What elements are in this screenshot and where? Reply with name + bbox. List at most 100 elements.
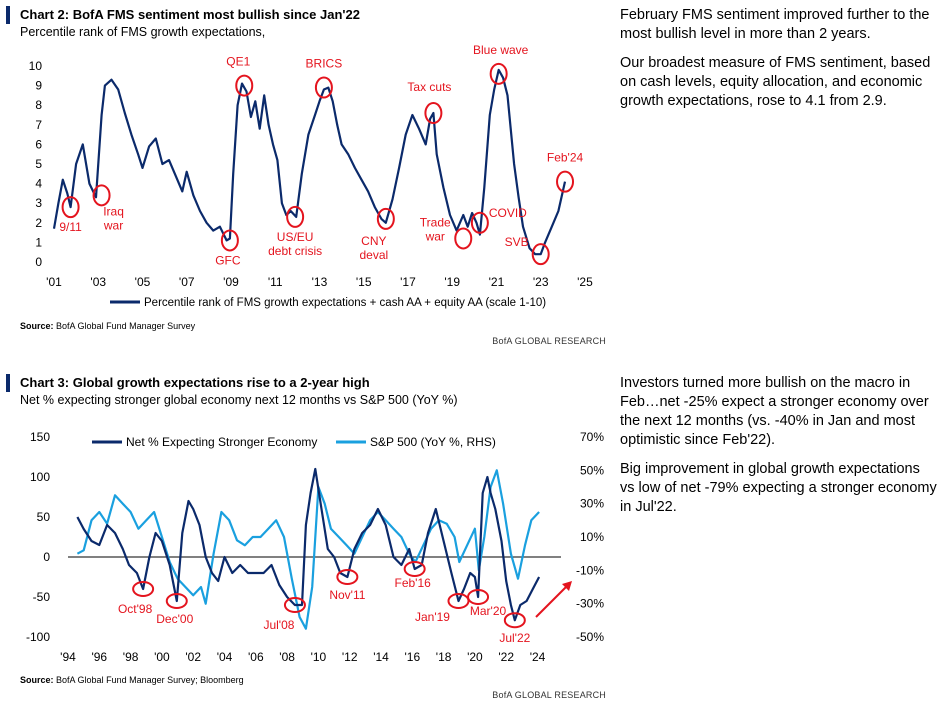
chart3-annotation-jul-08: Jul'08 [263,618,294,632]
chart3-annotation-circle-nov-11 [336,569,359,585]
chart2-x-tick-21: '21 [489,275,505,289]
chart2-y-tick-8: 8 [35,98,42,112]
chart2-x-tick-07: '07 [179,275,195,289]
chart2-series-line [52,68,567,256]
chart2-annotation-circle-iraq-war [92,184,111,207]
chart3-x-tick-04: '04 [217,650,233,664]
chart2-x-tick-15: '15 [356,275,372,289]
chart3-x-tick-20: '20 [467,650,483,664]
chart3-x-tick-06: '06 [248,650,264,664]
chart2-annotation-circle-blue-wave [489,62,508,85]
chart3-annotation-mar-20: Mar'20 [470,604,507,618]
chart3-annotation-circle-jul-22 [503,612,526,629]
chart3-annotation-feb-16: Feb'16 [395,576,432,590]
chart2-title-bar [6,6,10,24]
chart2-legend-label: Percentile rank of FMS growth expectatio… [144,297,546,309]
chart2-annotation-9-11: 9/11 [59,220,82,234]
chart3-annotation-nov-11: Nov'11 [329,588,365,602]
chart2-annotation-cny-deval: CNY deval [359,234,388,262]
chart2-subtitle: Percentile rank of FMS growth expectatio… [20,25,266,39]
chart3-x-tick-16: '16 [404,650,420,664]
chart3-x-tick-94: '94 [60,650,76,664]
chart2-annotation-qe1: QE1 [226,55,250,69]
chart3-commentary: Investors turned more bullish on the mac… [620,374,938,527]
chart2-annotation-circle-cny-deval [376,207,395,230]
chart2-x-tick-05: '05 [135,275,151,289]
chart3-source-text: BofA Global Fund Manager Survey; Bloombe… [56,675,244,685]
chart3-annotation-oct-98: Oct'98 [118,602,153,616]
chart2-panel: Chart 2: BofA FMS sentiment most bullish… [6,4,606,349]
chart2-source: Source: BofA Global Fund Manager Survey [20,321,195,331]
chart3-x-tick-14: '14 [373,650,389,664]
chart2-annotation-circle-9-11 [61,196,80,219]
chart2-y-tick-7: 7 [35,118,42,132]
chart3-legend-label-net: Net % Expecting Stronger Economy [126,435,317,449]
chart3-annotation-circle-feb-16 [403,561,426,577]
chart3-y-tick-100: 100 [30,470,50,484]
chart3-commentary-p1: Investors turned more bullish on the mac… [620,375,929,448]
chart3-annotation-circle-dec-00 [165,593,188,609]
chart2-annotation-feb-24: Feb'24 [547,151,584,165]
chart3-x-tick-02: '02 [185,650,201,664]
chart2-y-tick-3: 3 [35,196,42,210]
chart3-y-tick-150: 150 [30,430,50,444]
chart3-panel: Chart 3: Global growth expectations rise… [6,372,606,712]
chart2-source-text: BofA Global Fund Manager Survey [56,321,196,331]
chart3-trend-arrow-head [562,581,572,591]
chart2-y-tick-5: 5 [35,157,42,171]
chart2-y-tick-9: 9 [35,79,42,93]
chart3-y2-tick-minus10: -10% [576,563,604,577]
chart2-y-tick-1: 1 [35,235,42,249]
chart2-annotation-circle-feb-24 [556,170,575,193]
chart3-annotation-dec-00: Dec'00 [156,612,193,626]
chart3-y-tick-50: 50 [37,510,51,524]
chart2-annotation-circle-tax-cuts [424,102,443,125]
chart2-x-tick-01: '01 [46,275,62,289]
chart3-x-tick-24: '24 [530,650,546,664]
chart2-x-tick-23: '23 [533,275,549,289]
chart3-y2-tick-minus30: -30% [576,597,604,611]
chart2-annotation-circle-trade-war [454,227,473,250]
chart3-x-tick-00: '00 [154,650,170,664]
chart2-brand: BofA GLOBAL RESEARCH [492,336,606,346]
chart3-series-sp500-line [76,469,540,630]
chart3-y-tick-minus100: -100 [26,630,50,644]
chart2-annotation-blue-wave: Blue wave [473,44,529,57]
chart3-x-tick-12: '12 [342,650,358,664]
chart2-commentary-p1: February FMS sentiment improved further … [620,7,930,42]
chart3-plot: -100 -50 0 50 100 150 -50% -30% -10% 10% 30% 50% 70%… [26,430,604,664]
chart3-y-tick-0: 0 [43,550,50,564]
chart3-source-label: Source: [20,675,54,685]
chart3-y2-tick-10: 10% [580,530,604,544]
chart2-annotation-circle-covid [470,211,489,234]
chart2-annotation-circle-svb [531,243,550,266]
chart3-brand: BofA GLOBAL RESEARCH [492,690,606,700]
chart2-title: Chart 2: BofA FMS sentiment most bullish… [20,7,360,22]
chart3-x-tick-18: '18 [436,650,452,664]
chart3-y-tick-minus50: -50 [33,590,51,604]
chart3-x-tick-10: '10 [311,650,327,664]
chart3-subtitle: Net % expecting stronger global economy … [20,393,458,407]
chart3-series-net-expectations-line [76,467,541,622]
chart3-y2-tick-50: 50% [580,463,604,477]
chart3-title-bar [6,374,10,392]
chart2-plot: 0 1 2 3 4 5 6 7 8 9 10 '01 '03 '05 '07 '09 '11 '13 '15 '17 '… [29,44,593,309]
chart3-x-tick-22: '22 [498,650,514,664]
chart2-y-tick-6: 6 [35,137,42,151]
chart2-x-tick-13: '13 [312,275,328,289]
chart2-annotation-svb: SVB [505,235,529,249]
chart2-annotation-covid: COVID [489,206,527,220]
chart3-annotation-circle-mar-20 [467,589,490,605]
chart2-annotation-brics: BRICS [306,57,343,71]
chart3-annotation-circle-jul-08 [283,597,306,613]
chart2-commentary: February FMS sentiment improved further … [620,6,938,121]
chart3-source: Source: BofA Global Fund Manager Survey;… [20,675,244,685]
chart2-annotation-trade-war: Trade war [420,215,451,243]
chart2-y-tick-2: 2 [35,216,42,230]
chart2-y-tick-4: 4 [35,177,42,191]
chart3-y2-tick-minus50: -50% [576,630,604,644]
chart2-y-tick-10: 10 [29,59,43,73]
chart2-x-tick-03: '03 [90,275,106,289]
chart3-x-tick-98: '98 [123,650,139,664]
chart2-annotation-gfc: GFC [215,253,241,267]
